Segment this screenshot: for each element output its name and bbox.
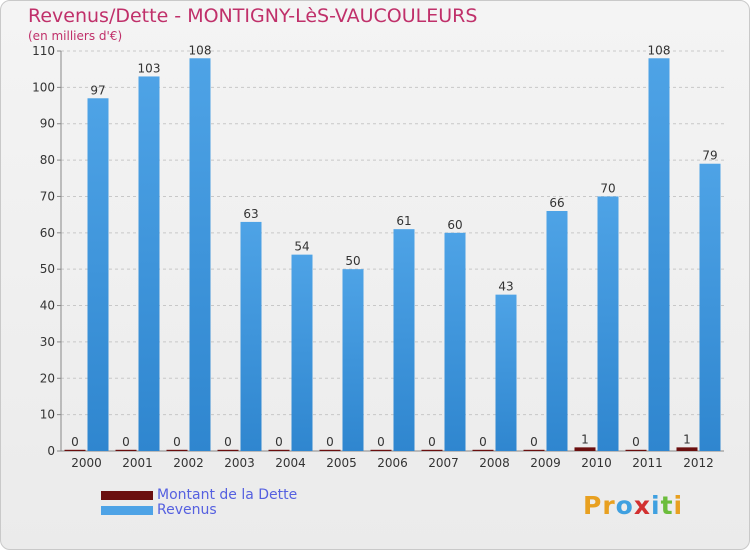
y-tick-label: 30 [40, 335, 55, 349]
data-label-revenus: 54 [294, 240, 309, 254]
data-label-revenus: 103 [138, 61, 161, 75]
bar-dette [472, 449, 494, 451]
bar-dette [370, 449, 392, 451]
bar-dette [574, 447, 596, 451]
legend-label-dette: Montant de la Dette [157, 487, 298, 503]
y-tick-label: 50 [40, 262, 55, 276]
proxiti-logo: Proxiti [583, 491, 683, 520]
bar-dette [676, 447, 698, 451]
bar-dette [625, 449, 647, 451]
x-tick-label: 2005 [326, 456, 357, 470]
y-tick-label: 70 [40, 189, 55, 203]
bar-dette [64, 449, 86, 451]
logo-letter: r [602, 491, 616, 520]
bar-dette [217, 449, 239, 451]
data-label-revenus: 50 [345, 254, 360, 268]
bar-revenus [495, 294, 517, 451]
data-label-dette: 1 [581, 432, 589, 446]
data-label-revenus: 43 [498, 280, 513, 294]
bar-revenus [699, 163, 721, 451]
data-label-dette: 0 [479, 435, 487, 449]
bar-revenus [189, 58, 211, 451]
bar-revenus [138, 76, 160, 452]
x-tick-label: 2010 [581, 456, 612, 470]
data-label-dette: 0 [122, 435, 130, 449]
y-tick-label: 90 [40, 117, 55, 131]
y-tick-label: 60 [40, 226, 55, 240]
data-label-dette: 0 [530, 435, 538, 449]
data-label-revenus: 108 [189, 43, 212, 57]
data-label-dette: 0 [173, 435, 181, 449]
data-label-dette: 0 [71, 435, 79, 449]
bar-revenus [444, 232, 466, 451]
y-tick-label: 40 [40, 299, 55, 313]
bar-revenus [393, 229, 415, 451]
x-tick-label: 2007 [428, 456, 459, 470]
data-label-dette: 0 [377, 435, 385, 449]
bar-revenus [342, 269, 364, 451]
bar-revenus [291, 254, 313, 451]
data-label-dette: 1 [683, 432, 691, 446]
bar-revenus [546, 211, 568, 451]
logo-letter: i [651, 491, 661, 520]
y-tick-label: 100 [32, 80, 55, 94]
data-label-revenus: 66 [549, 196, 564, 210]
y-tick-label: 10 [40, 408, 55, 422]
x-tick-label: 2008 [479, 456, 510, 470]
chart-title: Revenus/Dette - MONTIGNY-LèS-VAUCOULEURS [28, 5, 478, 27]
x-tick-label: 2001 [122, 456, 153, 470]
bar-revenus [240, 221, 262, 451]
logo-letter: P [583, 491, 603, 520]
bar-dette [523, 449, 545, 451]
y-tick-label: 0 [47, 444, 55, 458]
data-label-revenus: 60 [447, 218, 462, 232]
data-label-revenus: 79 [702, 149, 717, 163]
y-tick-label: 110 [32, 44, 55, 58]
x-tick-label: 2002 [173, 456, 204, 470]
bar-dette [421, 449, 443, 451]
data-label-dette: 0 [632, 435, 640, 449]
legend-swatch-revenus [101, 506, 153, 515]
x-tick-label: 2011 [632, 456, 663, 470]
logo-letter: t [660, 491, 674, 520]
bar-dette [166, 449, 188, 451]
chart-subtitle: (en milliers d'€) [28, 29, 123, 43]
x-tick-label: 2009 [530, 456, 561, 470]
x-tick-label: 2000 [71, 456, 102, 470]
data-label-revenus: 70 [600, 181, 615, 195]
legend-swatch-dette [101, 491, 153, 500]
x-tick-label: 2003 [224, 456, 255, 470]
bar-revenus [87, 98, 109, 451]
data-label-dette: 0 [224, 435, 232, 449]
data-label-revenus: 97 [90, 83, 105, 97]
bar-dette [268, 449, 290, 451]
legend-label-revenus: Revenus [157, 502, 217, 518]
y-tick-label: 80 [40, 153, 55, 167]
bar-dette [319, 449, 341, 451]
x-tick-label: 2004 [275, 456, 306, 470]
x-tick-label: 2006 [377, 456, 408, 470]
logo-letter: x [633, 491, 651, 520]
logo-letter: o [615, 491, 634, 520]
data-label-dette: 0 [326, 435, 334, 449]
data-label-dette: 0 [275, 435, 283, 449]
y-tick-label: 20 [40, 371, 55, 385]
data-label-dette: 0 [428, 435, 436, 449]
x-tick-label: 2012 [683, 456, 714, 470]
bar-revenus [648, 58, 670, 451]
data-label-revenus: 63 [243, 207, 258, 221]
logo-letter: i [673, 491, 684, 520]
data-label-revenus: 61 [396, 214, 411, 228]
data-label-revenus: 108 [648, 43, 671, 57]
bar-dette [115, 449, 137, 451]
bar-revenus [597, 196, 619, 451]
